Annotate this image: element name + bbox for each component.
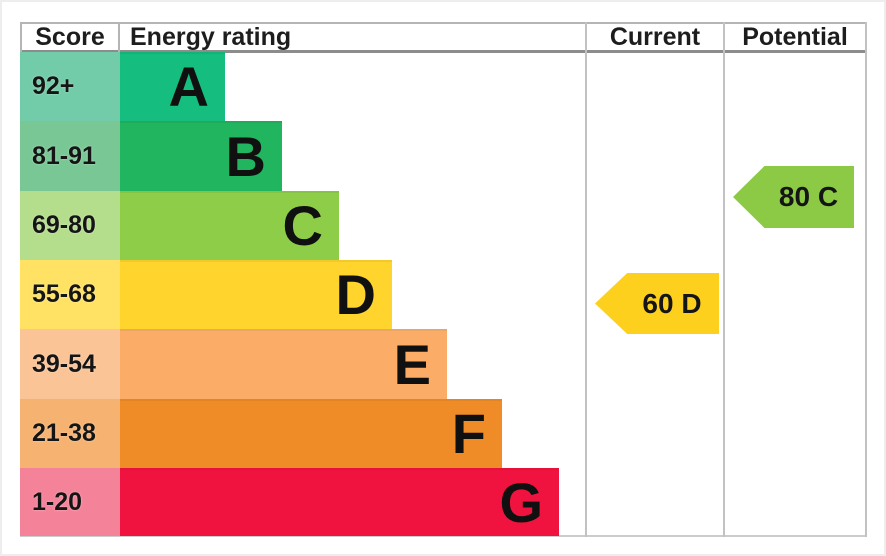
rating-bar-g: G xyxy=(120,468,559,536)
rating-bar-b: B xyxy=(120,121,282,191)
potential-rating-label: 80 C xyxy=(778,181,839,212)
current-column-divider xyxy=(585,22,587,537)
rating-bar-e: E xyxy=(120,329,447,399)
header-underline xyxy=(20,50,867,53)
score-range-d: 55-68 xyxy=(20,260,120,329)
rating-letter-d: D xyxy=(335,263,376,326)
rating-letter-g: G xyxy=(499,470,543,534)
rating-bar-f: F xyxy=(120,399,502,468)
rating-letter-b: B xyxy=(225,124,266,188)
rating-letter-a: A xyxy=(168,55,209,118)
score-range-a: 92+ xyxy=(20,52,120,121)
rating-bar-d: D xyxy=(120,260,392,329)
potential-rating-arrow: 80 C xyxy=(733,166,854,228)
table-border-right xyxy=(865,22,867,537)
score-range-c: 69-80 xyxy=(20,191,120,260)
header-energy-rating: Energy rating xyxy=(130,22,292,51)
score-range-b: 81-91 xyxy=(20,121,120,191)
header-left-border xyxy=(20,22,22,52)
score-range-f: 21-38 xyxy=(20,399,120,468)
table-border-top xyxy=(20,22,867,24)
rating-letter-c: C xyxy=(282,194,323,257)
rating-bar-c: C xyxy=(120,191,339,260)
score-column-divider xyxy=(118,22,120,52)
score-range-e: 39-54 xyxy=(20,329,120,399)
header-current: Current xyxy=(609,22,701,51)
table-border-bottom xyxy=(20,535,867,537)
current-rating-label: 60 D xyxy=(642,287,702,319)
rating-letter-e: E xyxy=(393,332,431,396)
header-potential: Potential xyxy=(742,22,848,51)
score-range-g: 1-20 xyxy=(20,468,120,536)
rating-bar-a: A xyxy=(120,52,225,121)
current-rating-arrow: 60 D xyxy=(595,273,719,334)
potential-column-divider xyxy=(723,22,725,537)
header-score: Score xyxy=(35,22,105,51)
rating-letter-f: F xyxy=(451,402,486,465)
